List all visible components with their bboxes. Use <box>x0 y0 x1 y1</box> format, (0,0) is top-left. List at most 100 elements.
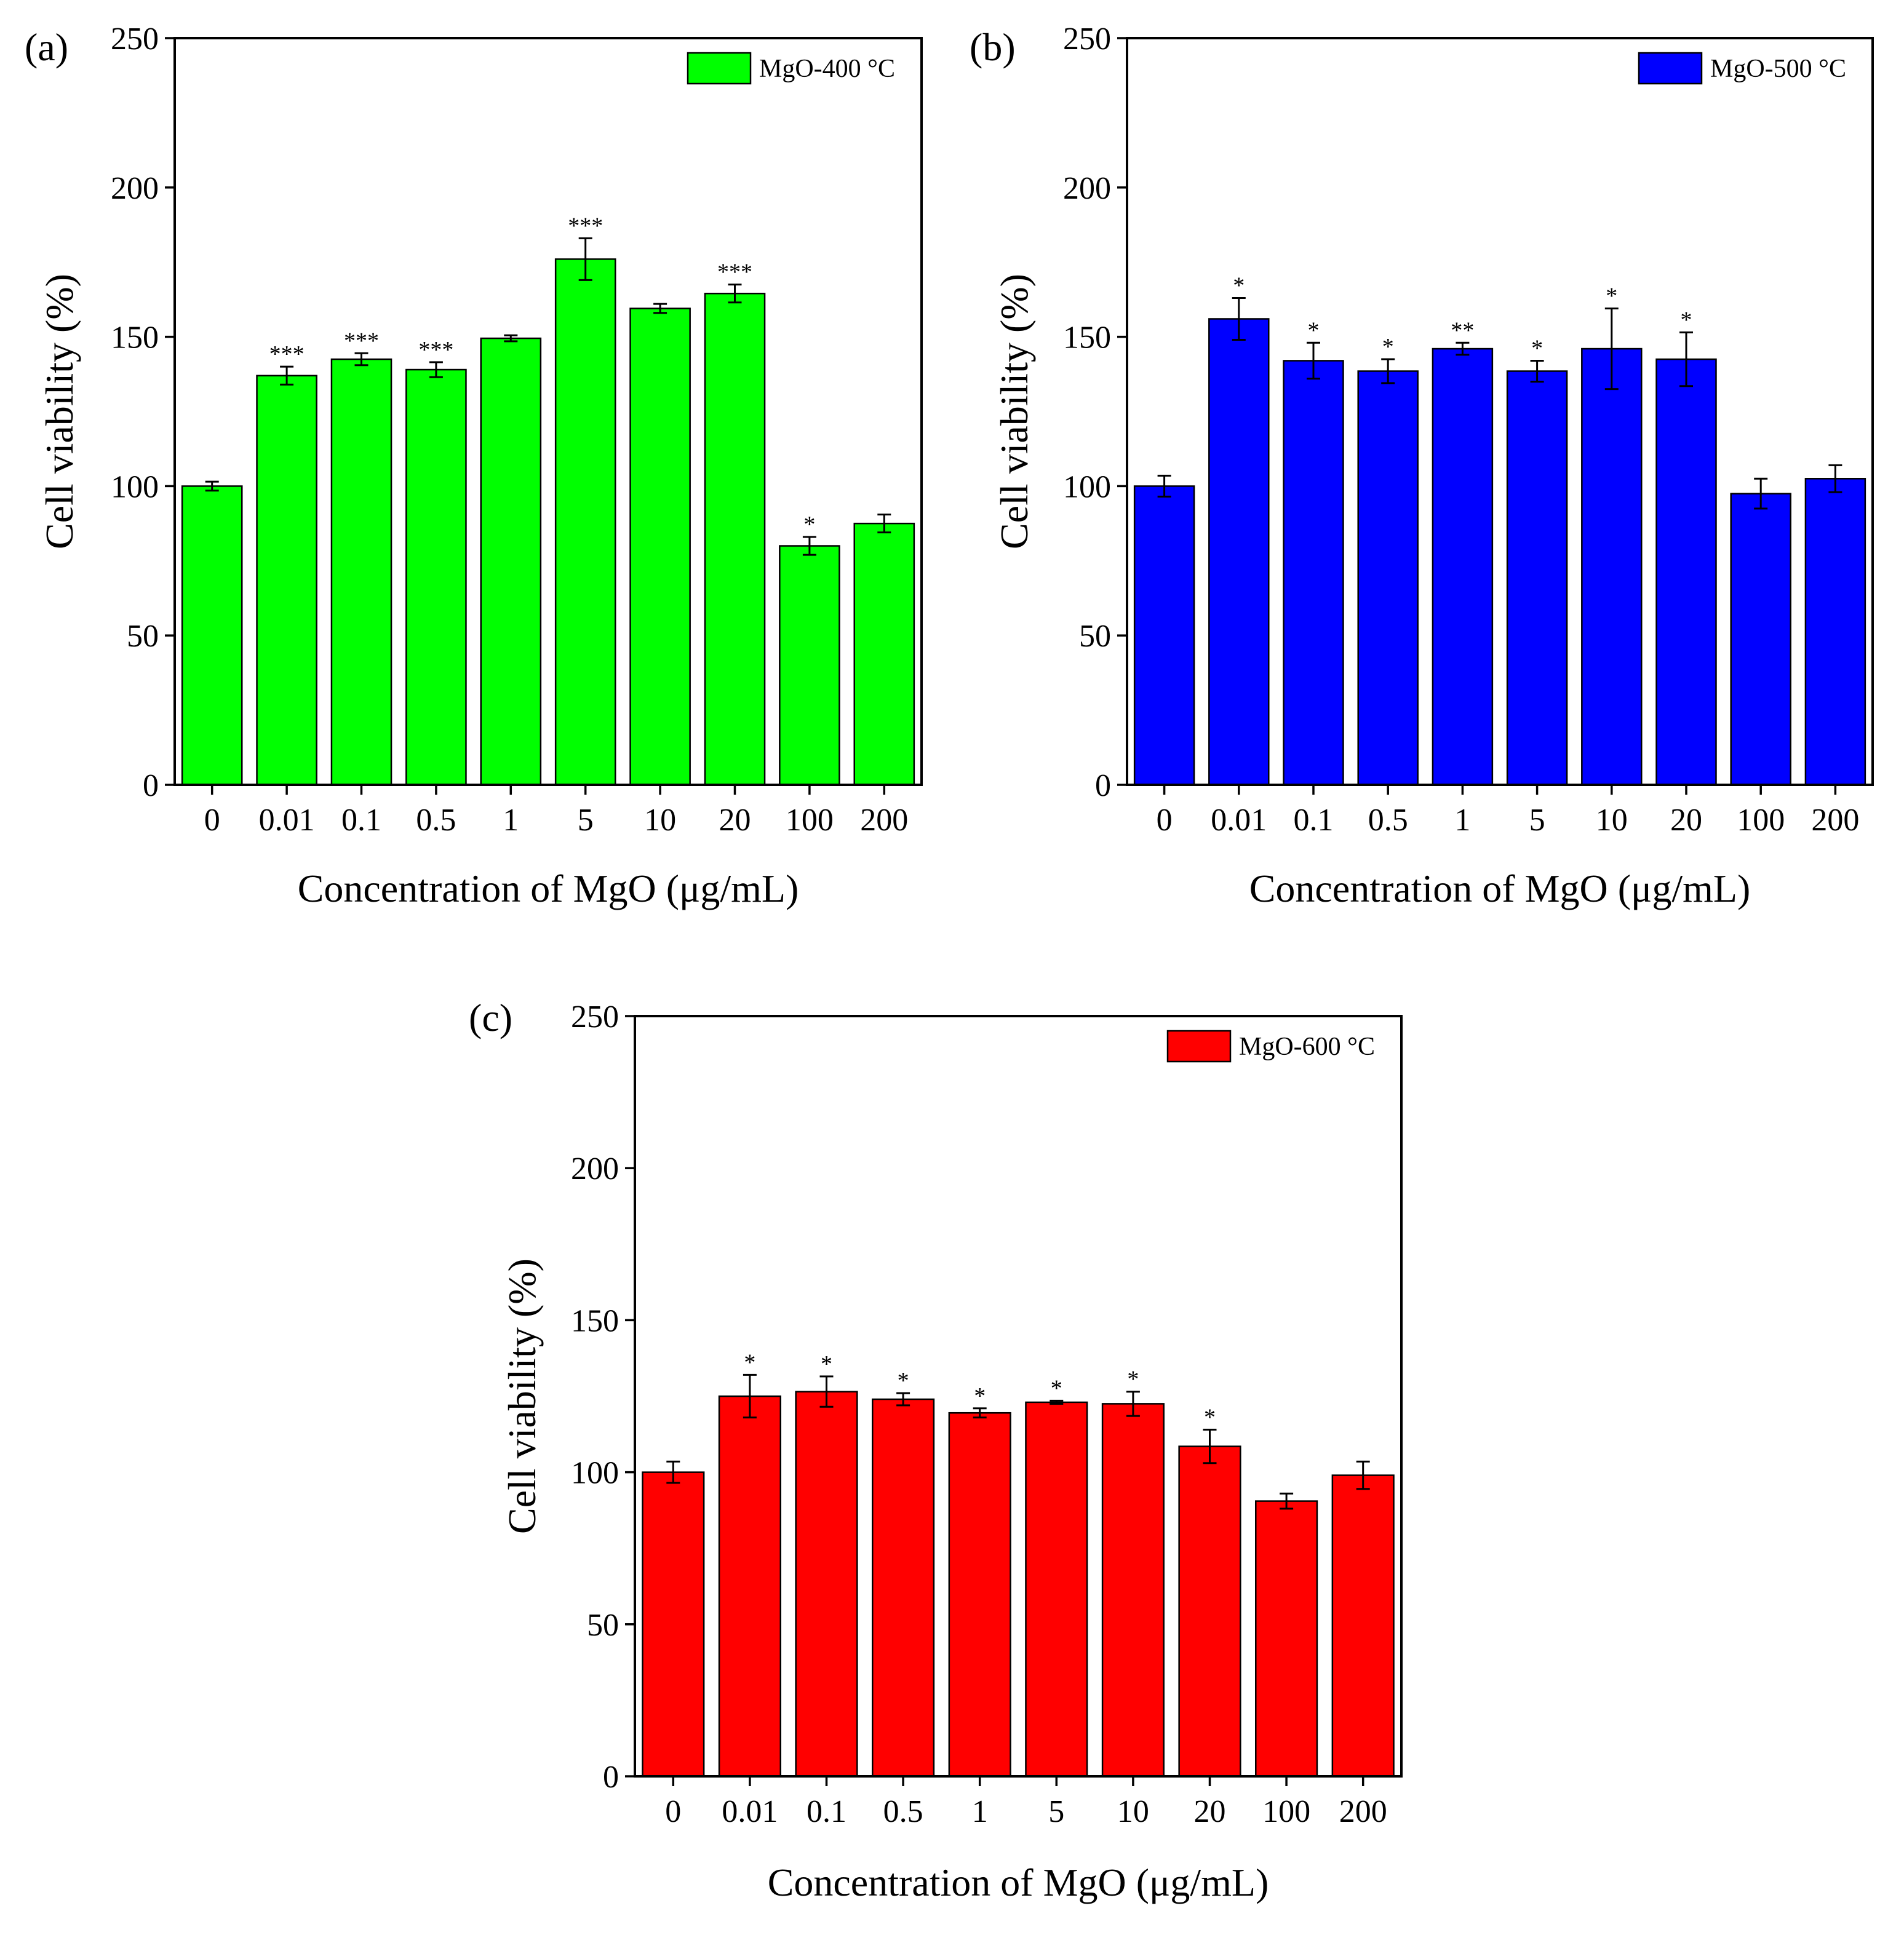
legend-swatch <box>1166 1030 1232 1063</box>
panel-label: (c) <box>469 996 512 1039</box>
significance-label: ** <box>1451 317 1474 343</box>
x-tick-label: 1 <box>503 803 519 838</box>
x-tick-label: 1 <box>1454 803 1470 838</box>
y-tick-label: 0 <box>603 1760 619 1795</box>
x-tick-label: 0.5 <box>1368 803 1408 838</box>
x-tick-label: 0.1 <box>341 803 381 838</box>
plot-frame <box>1126 37 1874 786</box>
bar <box>1432 348 1494 786</box>
bar <box>795 1391 858 1778</box>
y-tick-label: 150 <box>1063 320 1111 356</box>
x-axis-label: Concentration of MgO (μg/mL) <box>768 1861 1269 1904</box>
bar <box>330 358 392 786</box>
x-tick-label: 10 <box>644 803 676 838</box>
legend-label: MgO-500 °C <box>1710 55 1846 83</box>
bar <box>704 292 766 786</box>
bar <box>1655 358 1717 786</box>
x-tick-label: 0 <box>204 803 220 838</box>
bar <box>480 337 542 786</box>
legend-label: MgO-400 °C <box>759 55 895 83</box>
x-tick-label: 0 <box>665 1794 681 1829</box>
panel-label: (b) <box>970 25 1016 69</box>
x-tick-label: 0 <box>1157 803 1173 838</box>
bar <box>1255 1500 1318 1778</box>
x-tick-label: 0.01 <box>1211 803 1267 838</box>
significance-label: *** <box>568 213 603 239</box>
x-tick-label: 100 <box>786 803 834 838</box>
y-tick-label: 100 <box>571 1456 619 1491</box>
y-tick-label: 150 <box>111 320 159 356</box>
y-tick-label: 50 <box>587 1608 619 1643</box>
bar <box>948 1412 1011 1778</box>
bar <box>629 308 691 786</box>
y-axis-label: Cell viability (%) <box>38 274 81 549</box>
bar <box>1178 1445 1241 1778</box>
chart-panel-3: * * * * * * * 0 50 100 150 200 250 0 0.01 0.1 0.5 1 5 10 20 1… <box>469 996 1403 1904</box>
legend-swatch <box>687 52 752 85</box>
bar <box>1101 1403 1165 1778</box>
x-tick-label: 0.5 <box>416 803 456 838</box>
y-axis-label: Cell viability (%) <box>500 1258 544 1534</box>
bar <box>1506 370 1568 786</box>
y-tick-label: 100 <box>1063 469 1111 504</box>
bar <box>853 522 915 786</box>
significance-label: * <box>974 1383 986 1409</box>
significance-label: * <box>1382 334 1394 360</box>
panel-label: (a) <box>25 25 68 69</box>
y-tick-label: 150 <box>571 1303 619 1338</box>
bar <box>256 375 317 786</box>
x-tick-label: 0.1 <box>1294 803 1334 838</box>
bar <box>1133 485 1195 786</box>
x-tick-label: 10 <box>1596 803 1628 838</box>
plot-frame <box>634 1015 1403 1778</box>
legend-swatch <box>1638 52 1703 85</box>
x-tick-label: 200 <box>1811 803 1859 838</box>
y-tick-label: 200 <box>571 1151 619 1186</box>
bar <box>718 1395 781 1778</box>
significance-label: *** <box>344 328 379 354</box>
bar <box>1804 478 1866 786</box>
bar <box>1331 1474 1395 1778</box>
significance-label: *** <box>717 260 752 285</box>
x-tick-label: 5 <box>1048 1794 1064 1829</box>
bar <box>642 1471 705 1778</box>
significance-label: * <box>1531 335 1543 361</box>
plot-frame <box>173 37 923 786</box>
x-tick-label: 200 <box>1339 1794 1387 1829</box>
significance-label: * <box>803 512 815 538</box>
legend-label: MgO-600 °C <box>1239 1033 1375 1061</box>
y-tick-label: 50 <box>127 619 159 654</box>
significance-label: * <box>898 1368 909 1394</box>
bar <box>779 545 840 786</box>
significance-label: * <box>744 1349 755 1375</box>
x-tick-label: 0.01 <box>259 803 315 838</box>
x-tick-label: 20 <box>1194 1794 1226 1829</box>
x-tick-label: 10 <box>1117 1794 1149 1829</box>
bar <box>1357 370 1419 786</box>
x-tick-label: 20 <box>719 803 751 838</box>
x-tick-label: 0.01 <box>722 1794 778 1829</box>
bar <box>554 258 616 786</box>
x-axis-label: Concentration of MgO (μg/mL) <box>298 867 799 910</box>
bar <box>872 1398 935 1778</box>
significance-label: * <box>1233 272 1245 298</box>
x-tick-label: 0.5 <box>883 1794 923 1829</box>
bar <box>1730 493 1791 786</box>
significance-label: * <box>1606 283 1617 309</box>
y-tick-label: 250 <box>571 999 619 1035</box>
bar <box>1283 360 1344 786</box>
bar <box>1025 1401 1088 1778</box>
bar <box>1581 348 1643 786</box>
y-tick-label: 250 <box>111 22 159 57</box>
x-tick-label: 5 <box>578 803 594 838</box>
y-tick-label: 200 <box>1063 171 1111 206</box>
significance-label: * <box>821 1351 832 1377</box>
x-tick-label: 100 <box>1737 803 1785 838</box>
y-tick-label: 0 <box>143 768 159 803</box>
significance-label: * <box>1308 317 1320 343</box>
bar <box>405 368 467 786</box>
significance-label: * <box>1204 1404 1216 1430</box>
